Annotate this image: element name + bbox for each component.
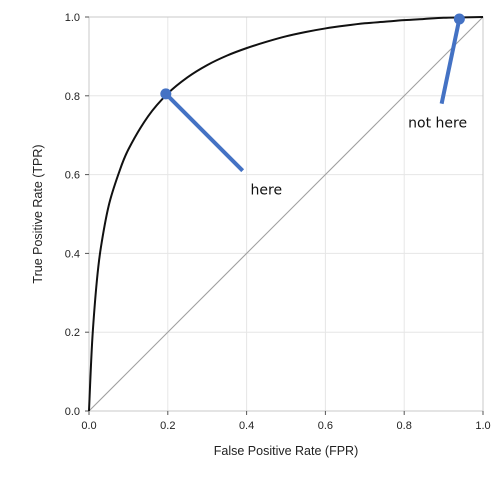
grid-lines	[88, 16, 484, 412]
series-group	[88, 16, 484, 412]
y-tick-label: 0.0	[65, 406, 80, 418]
x-tick-label: 0.4	[239, 420, 254, 432]
tick-labels: 0.0 0.2 0.4 0.6 0.8 1.0 0.0 0.2 0.4 0.6 0.8 1.0	[65, 12, 491, 432]
y-tick-label: 0.8	[65, 91, 80, 103]
annotation-group: here not here	[160, 13, 467, 198]
annotation-label-not-here: not here	[408, 115, 467, 131]
y-tick-label: 0.2	[65, 327, 80, 339]
annotation-pointer-here	[164, 92, 245, 173]
annotation-marker-here	[160, 88, 172, 100]
annotation-pointer-not-here	[439, 18, 462, 105]
plot-border	[88, 16, 484, 412]
y-tick-label: 1.0	[65, 12, 80, 24]
diagonal-reference-line	[88, 16, 484, 412]
y-tick-label: 0.4	[65, 248, 80, 260]
y-tick-label: 0.6	[65, 170, 80, 182]
x-tick-label: 0.8	[397, 420, 412, 432]
annotation-label-here: here	[251, 182, 283, 198]
x-tick-label: 0.2	[160, 420, 175, 432]
roc-curve-line	[88, 16, 484, 412]
x-tick-label: 1.0	[475, 420, 490, 432]
x-tick-label: 0.6	[318, 420, 333, 432]
annotation-marker-not-here	[453, 13, 465, 25]
y-axis-title: True Positive Rate (TPR)	[31, 144, 45, 283]
x-tick-label: 0.0	[81, 420, 96, 432]
x-axis-title: False Positive Rate (FPR)	[214, 444, 358, 458]
